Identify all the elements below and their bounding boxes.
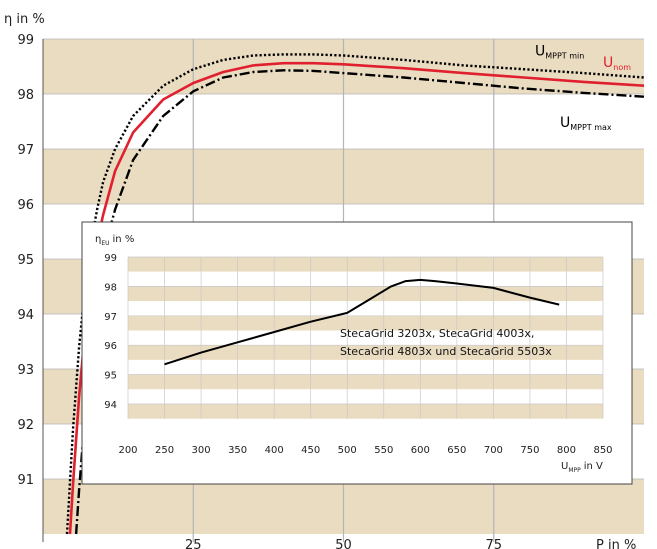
inset-x-tick-label: 600 (411, 445, 430, 456)
inset-band (128, 374, 603, 390)
inset-y-label-sub: EU (101, 240, 109, 247)
inset-x-tick-label: 800 (557, 445, 576, 456)
inset-x-tick-label: 550 (374, 445, 393, 456)
main-series-label-sub: MPPT min (545, 52, 584, 61)
inset-band (128, 330, 603, 346)
inset-band (128, 257, 603, 272)
inset-x-tick-label: 200 (118, 445, 137, 456)
main-series-label: Unom (603, 55, 631, 72)
inset-y-axis-label: ηEU in % (95, 234, 134, 247)
main-y-tick-label: 97 (17, 143, 34, 158)
inset-band (128, 404, 603, 419)
inset-x-tick-label: 500 (338, 445, 357, 456)
inset-band (128, 301, 603, 316)
inset-y-tick-label: 94 (104, 400, 117, 411)
inset-y-tick-label: 96 (104, 341, 117, 352)
inset-annotation-line-2: StecaGrid 4803x und StecaGrid 5503x (340, 345, 552, 358)
inset-x-label-unit: in V (584, 461, 603, 472)
inset-x-tick-label: 450 (301, 445, 320, 456)
main-series-label-main: U (535, 44, 545, 60)
inset-y-tick-label: 95 (104, 371, 117, 382)
main-y-axis-label: η in % (4, 12, 45, 27)
main-x-tick-label: 75 (485, 538, 502, 549)
main-y-tick-label: 94 (17, 308, 34, 323)
inset-x-label-main: U (561, 461, 568, 472)
inset-band (128, 286, 603, 302)
inset-y-tick-label: 99 (104, 253, 117, 264)
inset-y-tick-label: 97 (104, 312, 117, 323)
inset-grid-lines (127, 256, 604, 419)
inset-y-tick-labels: 94 95 96 97 98 99 (104, 253, 117, 411)
inset-x-tick-labels: 200 250 300 350 400 450 500 550 600 650 700 750 800 8… (118, 445, 612, 456)
inset-x-tick-label: 250 (155, 445, 174, 456)
inset-x-tick-label: 850 (593, 445, 612, 456)
inset-band (128, 345, 603, 360)
inset-annotation-line-1: StecaGrid 3203x, StecaGrid 4003x, (340, 327, 534, 340)
inset-annotation: StecaGrid 3203x, StecaGrid 4003x, StecaG… (340, 327, 552, 358)
main-series-label-sub: nom (613, 63, 631, 72)
inset-x-tick-label: 750 (520, 445, 539, 456)
inset-x-tick-label: 650 (447, 445, 466, 456)
inset-band (128, 315, 603, 331)
inset-series-lines (164, 278, 560, 366)
inset-x-tick-label: 400 (265, 445, 284, 456)
main-series-label: UMPPT max (560, 115, 612, 132)
inset-y-tick-label: 98 (104, 282, 117, 293)
inset-x-label-sub: MPP (568, 467, 581, 474)
inset-x-tick-label: 300 (192, 445, 211, 456)
inset-band (128, 271, 603, 287)
main-series-label: UMPPT min (535, 44, 584, 61)
main-y-tick-label: 95 (17, 253, 34, 268)
inset-band (128, 389, 603, 404)
inset-plot-bands (128, 257, 603, 419)
main-y-tick-label: 93 (17, 363, 34, 378)
main-y-tick-labels: 91 92 93 94 95 96 97 98 99 (17, 33, 34, 488)
main-x-tick-label: 50 (335, 538, 352, 549)
main-y-tick-label: 96 (17, 198, 34, 213)
main-series-label-sub: MPPT max (570, 123, 612, 132)
main-x-tick-label: 25 (185, 538, 202, 549)
main-y-tick-label: 91 (17, 473, 34, 488)
inset-y-label-unit: in % (113, 234, 135, 245)
inset-x-tick-label: 700 (484, 445, 503, 456)
inset-x-axis-label: UMPP in V (561, 461, 603, 474)
main-y-tick-label: 99 (17, 33, 34, 48)
inset-band (128, 359, 603, 375)
inset-y-label-main: η (95, 234, 101, 245)
inset-series-line (164, 278, 560, 366)
main-series-label-main: U (603, 55, 613, 71)
main-series-label-main: U (560, 115, 570, 131)
main-y-tick-label: 92 (17, 418, 34, 433)
inset-x-tick-label: 350 (228, 445, 247, 456)
main-x-tick-labels: 25 50 75 (185, 538, 502, 549)
main-x-axis-label: P in % (596, 538, 636, 549)
main-y-tick-label: 98 (17, 88, 34, 103)
